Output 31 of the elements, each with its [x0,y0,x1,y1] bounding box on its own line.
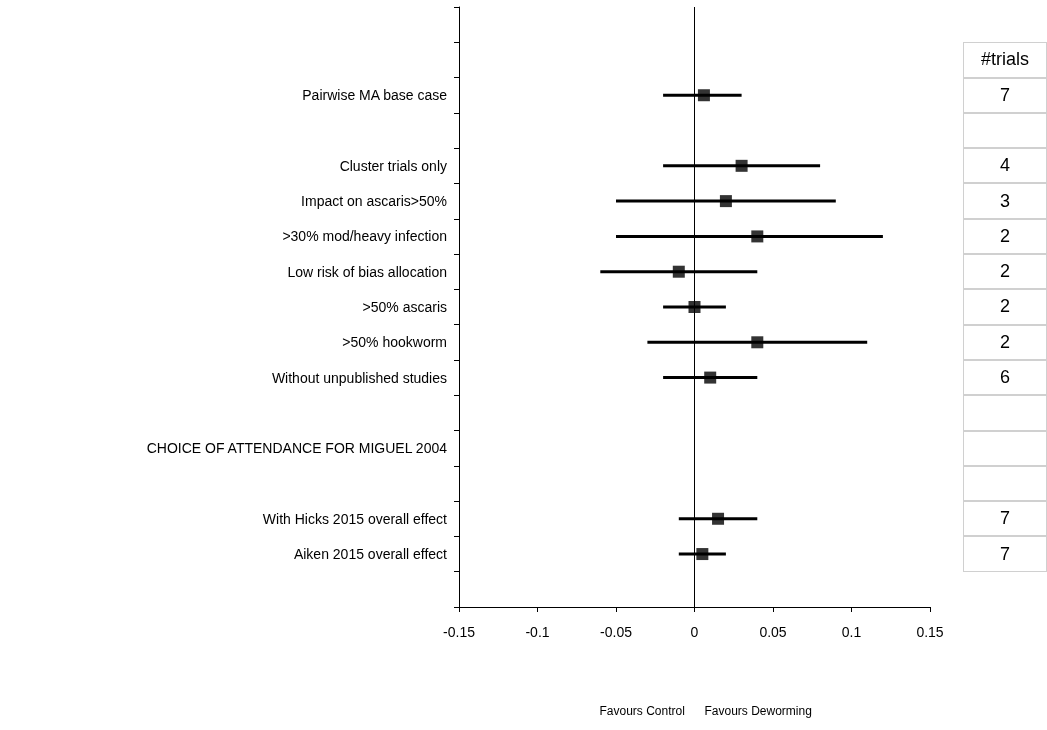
text: #trials [963,42,1047,78]
x-tick-label: 0.1 [841,624,862,640]
data-label: 3 [963,183,1047,219]
y-tick-label: With Hicks 2015 overall effect [262,510,448,527]
data-label: 7 [963,77,1047,113]
x-tick-label: 0 [690,624,699,640]
y-tick-label: Impact on ascaris>50% [301,193,447,210]
y-tick-label: Without unpublished studies [271,369,447,386]
x-tick-label: -0.05 [600,624,633,640]
data-label: 7 [963,536,1047,572]
data-label: 2 [963,218,1047,255]
y-tick-label: CHOICE OF ATTENDANCE FOR MIGUEL 2004 [146,440,448,457]
x-tick-label: -0.15 [443,624,476,640]
y-tick-label: Cluster trials only [339,157,447,174]
data-label: 7 [963,501,1047,537]
y-tick-label: Aiken 2015 overall effect [293,546,448,563]
y-tick-label: Low risk of bias allocation [287,263,447,280]
data-label: 4 [963,148,1047,184]
y-tick-label: Pairwise MA base case [302,87,448,104]
text: Favours Deworming [704,704,812,718]
text: Favours Control [599,704,685,718]
y-tick-label: >50% ascaris [362,299,447,315]
data-label: 2 [963,254,1047,290]
y-tick-label: >50% hookworm [342,334,447,351]
data-label: 6 [963,359,1047,396]
y-tick-label: >30% mod/heavy infection [282,228,447,245]
data-label: 2 [963,324,1047,360]
x-tick-label: 0.05 [759,624,787,640]
x-tick-label: -0.1 [525,624,550,640]
x-tick-label: 0.15 [916,624,944,640]
data-label: 2 [963,289,1047,325]
